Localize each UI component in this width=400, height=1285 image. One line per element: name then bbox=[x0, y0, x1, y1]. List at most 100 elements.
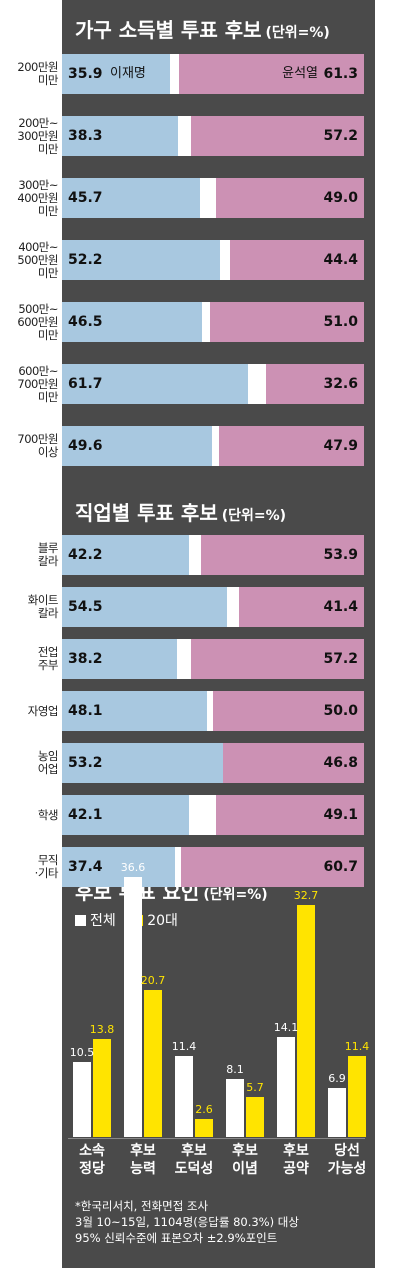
factor-twenties-value: 2.6 bbox=[195, 1102, 213, 1116]
factor-all-value: 8.1 bbox=[226, 1063, 244, 1077]
occupation-gap bbox=[174, 847, 181, 887]
occupation-yoon-bar bbox=[191, 639, 364, 679]
income-gap bbox=[177, 116, 192, 156]
factor-all-value: 10.5 bbox=[69, 1046, 95, 1060]
income-lee-value: 49.6 bbox=[68, 438, 103, 454]
occupation-lee-bar bbox=[62, 691, 208, 731]
occupation-yoon-bar bbox=[180, 847, 364, 887]
factor-twenties-bar bbox=[348, 1056, 366, 1137]
factor-category-label: 후보 이념 bbox=[232, 1143, 258, 1177]
occupation-yoon-value: 50.0 bbox=[323, 703, 358, 719]
occupation-lee-value: 42.1 bbox=[68, 807, 103, 823]
factor-twenties-value: 32.7 bbox=[293, 888, 319, 902]
income-gap bbox=[211, 426, 220, 466]
legend-all-swatch bbox=[75, 915, 86, 926]
income-gap bbox=[248, 364, 266, 404]
factor-category-label: 소속 정당 bbox=[79, 1143, 105, 1177]
income-yoon-bar bbox=[191, 116, 364, 156]
occupation-lee-bar bbox=[62, 535, 190, 575]
factor-all-value: 6.9 bbox=[328, 1071, 346, 1085]
factor-category-label: 당선 가능성 bbox=[327, 1143, 367, 1177]
occupation-lee-value: 42.2 bbox=[68, 547, 103, 563]
occupation-lee-bar bbox=[62, 847, 175, 887]
occupation-yoon-value: 57.2 bbox=[323, 651, 358, 667]
factor-twenties-bar bbox=[144, 989, 162, 1137]
income-gap bbox=[170, 54, 179, 94]
factor-all-bar bbox=[328, 1087, 346, 1137]
factor-all-bar bbox=[175, 1056, 193, 1137]
factor-twenties-bar bbox=[195, 1118, 213, 1137]
occupation-yoon-bar bbox=[215, 795, 364, 835]
occupation-gap bbox=[207, 691, 213, 731]
income-yoon-bar bbox=[178, 54, 364, 94]
occupation-yoon-value: 46.8 bbox=[323, 755, 358, 771]
occupation-yoon-bar bbox=[238, 587, 364, 627]
occupation-label: 농임 어업 bbox=[37, 749, 59, 776]
occupation-gap bbox=[177, 639, 192, 679]
factor-all-bar bbox=[277, 1036, 295, 1137]
income-label: 300만~ 400만원 미만 bbox=[17, 177, 58, 218]
occupation-yoon-bar bbox=[201, 535, 364, 575]
factor-twenties-bar bbox=[297, 904, 315, 1137]
occupation-lee-value: 38.2 bbox=[68, 651, 103, 667]
occupation-label: 학생 bbox=[37, 807, 59, 822]
income-lee-bar bbox=[62, 116, 178, 156]
factor-all-value: 14.1 bbox=[273, 1020, 299, 1034]
income-label: 200만~ 300만원 미만 bbox=[17, 115, 58, 156]
occupation-label: 전업 주부 bbox=[37, 645, 59, 672]
income-gap bbox=[202, 302, 210, 342]
occupation-lee-bar bbox=[62, 743, 223, 783]
factor-all-bar bbox=[73, 1062, 91, 1137]
factor-all-value: 11.4 bbox=[171, 1040, 197, 1054]
income-lee-bar bbox=[62, 54, 171, 94]
income-lee-value: 61.7 bbox=[68, 376, 103, 392]
occupation-section-title: 직업별 투표 후보 (단위=%) bbox=[75, 501, 287, 525]
income-yoon-value: 47.9 bbox=[323, 438, 358, 454]
note-line-3: 95% 신뢰수준에 표본오차 ±2.9%포인트 bbox=[75, 1231, 278, 1245]
occupation-yoon-value: 49.1 bbox=[323, 807, 358, 823]
income-yoon-bar bbox=[265, 364, 364, 404]
occupation-gap bbox=[189, 535, 202, 575]
income-label: 400만~ 500만원 미만 bbox=[17, 239, 58, 280]
occupation-lee-value: 48.1 bbox=[68, 703, 103, 719]
income-label: 700만원 이상 bbox=[17, 432, 58, 459]
income-yoon-bar bbox=[209, 302, 364, 342]
income-yoon-value: 51.0 bbox=[323, 314, 358, 330]
income-label: 500만~ 600만원 미만 bbox=[17, 301, 58, 342]
occupation-yoon-value: 53.9 bbox=[323, 547, 358, 563]
factor-twenties-value: 5.7 bbox=[246, 1080, 264, 1094]
yoon-name-label: 윤석열 bbox=[282, 66, 318, 81]
income-yoon-value: 57.2 bbox=[323, 128, 358, 144]
occupation-label: 자영업 bbox=[27, 703, 59, 718]
occupation-label: 화이트 칼라 bbox=[27, 593, 59, 620]
income-label: 600만~ 700만원 미만 bbox=[17, 363, 58, 404]
income-lee-value: 35.9 bbox=[68, 66, 103, 82]
income-yoon-value: 61.3 bbox=[323, 66, 358, 82]
note-line-2: 3월 10~15일, 1104명(응답률 80.3%) 대상 bbox=[75, 1215, 299, 1229]
factor-twenties-value: 20.7 bbox=[140, 973, 166, 987]
income-yoon-bar bbox=[229, 240, 364, 280]
income-section-title: 가구 소득별 투표 후보 (단위=%) bbox=[75, 18, 330, 42]
income-lee-value: 46.5 bbox=[68, 314, 103, 330]
factor-twenties-value: 13.8 bbox=[89, 1022, 115, 1036]
factor-category-label: 후보 능력 bbox=[130, 1143, 156, 1177]
income-lee-value: 38.3 bbox=[68, 128, 103, 144]
survey-note: *한국리서치, 전화면접 조사 3월 10~15일, 1104명(응답률 80.… bbox=[75, 1198, 299, 1246]
occupation-lee-value: 53.2 bbox=[68, 755, 103, 771]
income-lee-value: 52.2 bbox=[68, 252, 103, 268]
factor-chart-baseline bbox=[68, 1138, 365, 1139]
occupation-yoon-bar bbox=[222, 743, 364, 783]
income-yoon-bar bbox=[216, 178, 364, 218]
occupation-label: 블루 칼라 bbox=[37, 541, 59, 568]
occupation-gap bbox=[189, 795, 216, 835]
income-gap bbox=[219, 240, 230, 280]
occupation-lee-value: 54.5 bbox=[68, 599, 103, 615]
legend-all: 전체 bbox=[75, 913, 116, 929]
income-lee-value: 45.7 bbox=[68, 190, 103, 206]
income-yoon-value: 49.0 bbox=[323, 190, 358, 206]
income-lee-bar bbox=[62, 240, 220, 280]
factor-category-label: 후보 도덕성 bbox=[174, 1143, 214, 1177]
factor-all-bar bbox=[226, 1079, 244, 1137]
occupation-lee-bar bbox=[62, 639, 178, 679]
factor-twenties-bar bbox=[93, 1038, 111, 1137]
